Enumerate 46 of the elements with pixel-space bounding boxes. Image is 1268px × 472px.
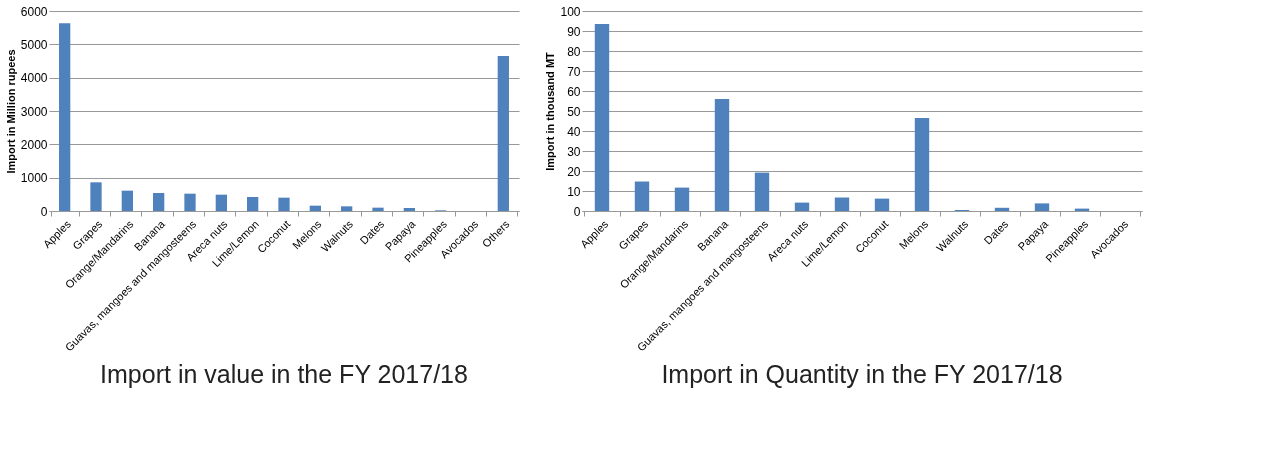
bar [372, 207, 384, 211]
bar [994, 207, 1010, 211]
y-tick-label: 50 [567, 104, 581, 119]
bar [215, 194, 227, 211]
bar [834, 197, 850, 211]
text: Import in value in the FY 2017/18 [100, 359, 468, 388]
text: Import in Quantity in the FY 2017/18 [661, 359, 1063, 388]
y-tick-label: 20 [567, 164, 581, 179]
y-tick-label: 90 [567, 24, 581, 39]
bar [674, 187, 690, 211]
bar [403, 208, 415, 211]
y-tick-label: 10 [567, 184, 581, 199]
bar [278, 197, 290, 211]
y-tick-label: 40 [567, 124, 581, 139]
bar [794, 202, 810, 211]
bar [914, 118, 930, 211]
y-axis-title: Import in Million rupees [4, 49, 17, 174]
bar [497, 56, 509, 211]
y-tick-label: 0 [573, 204, 581, 219]
bar [1034, 203, 1050, 211]
bar [90, 182, 102, 211]
y-tick-label: 4000 [20, 71, 48, 86]
y-tick-label: 2000 [20, 137, 48, 152]
y-axis-title: Import in thousand MT [544, 51, 557, 171]
y-tick-label: 3000 [20, 104, 48, 119]
bar [341, 206, 353, 211]
bar [634, 181, 650, 211]
bar [184, 193, 196, 211]
y-tick-label: 100 [560, 4, 581, 19]
bar [309, 205, 321, 211]
y-tick-label: 6000 [20, 4, 48, 19]
y-tick-label: 0 [40, 204, 48, 219]
y-tick-label: 30 [567, 144, 581, 159]
bar [754, 172, 770, 211]
bar [153, 193, 165, 211]
bar [594, 24, 610, 211]
bar [714, 99, 730, 211]
y-tick-label: 60 [567, 84, 581, 99]
y-tick-label: 70 [567, 64, 581, 79]
bar [247, 197, 259, 211]
bar [874, 198, 890, 211]
y-tick-label: 80 [567, 44, 581, 59]
bar [121, 190, 133, 211]
y-tick-label: 5000 [20, 37, 48, 52]
y-tick-label: 1000 [20, 171, 48, 186]
bar [59, 23, 71, 211]
